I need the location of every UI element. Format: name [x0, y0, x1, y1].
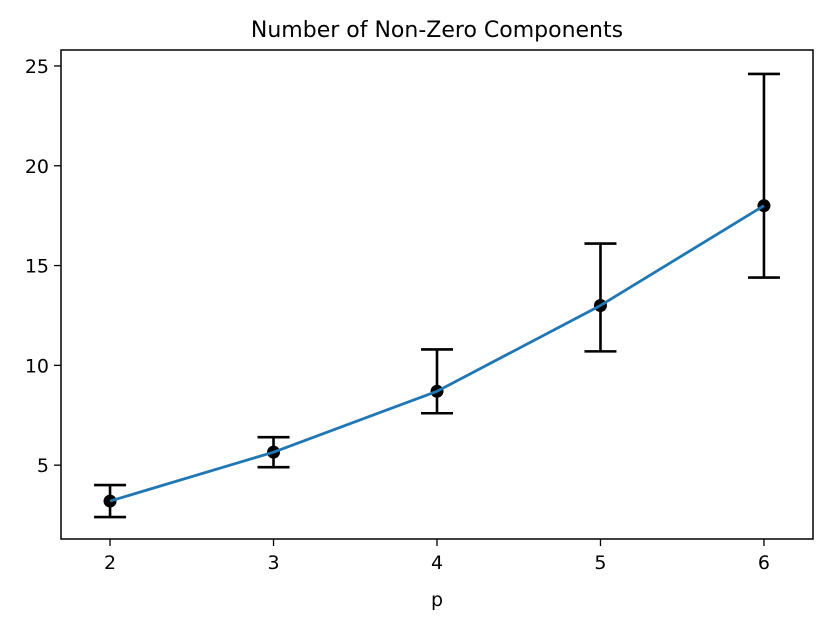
x-tick-label: 6	[758, 552, 770, 574]
y-tick-label: 10	[25, 355, 49, 377]
error-bar	[747, 72, 780, 279]
x-tick-label: 2	[104, 552, 116, 574]
series-line	[109, 204, 765, 503]
plot-frame	[60, 49, 814, 540]
y-axis: 5 10 15 20 25	[25, 56, 61, 477]
x-tick-label: 3	[267, 552, 279, 574]
x-tick-label: 5	[594, 552, 606, 574]
x-axis-label: p	[431, 589, 443, 611]
chart-title: Number of Non-Zero Components	[251, 18, 623, 43]
y-tick-label: 15	[25, 256, 49, 278]
y-tick-label: 25	[25, 56, 49, 78]
error-bar	[584, 242, 617, 353]
x-axis: 2 3 4 5 6	[104, 539, 770, 574]
x-tick-label: 4	[431, 552, 443, 574]
error-bar	[421, 348, 453, 415]
y-tick-label: 20	[25, 156, 49, 178]
series-layer	[94, 72, 780, 519]
y-tick-label: 5	[37, 455, 49, 477]
